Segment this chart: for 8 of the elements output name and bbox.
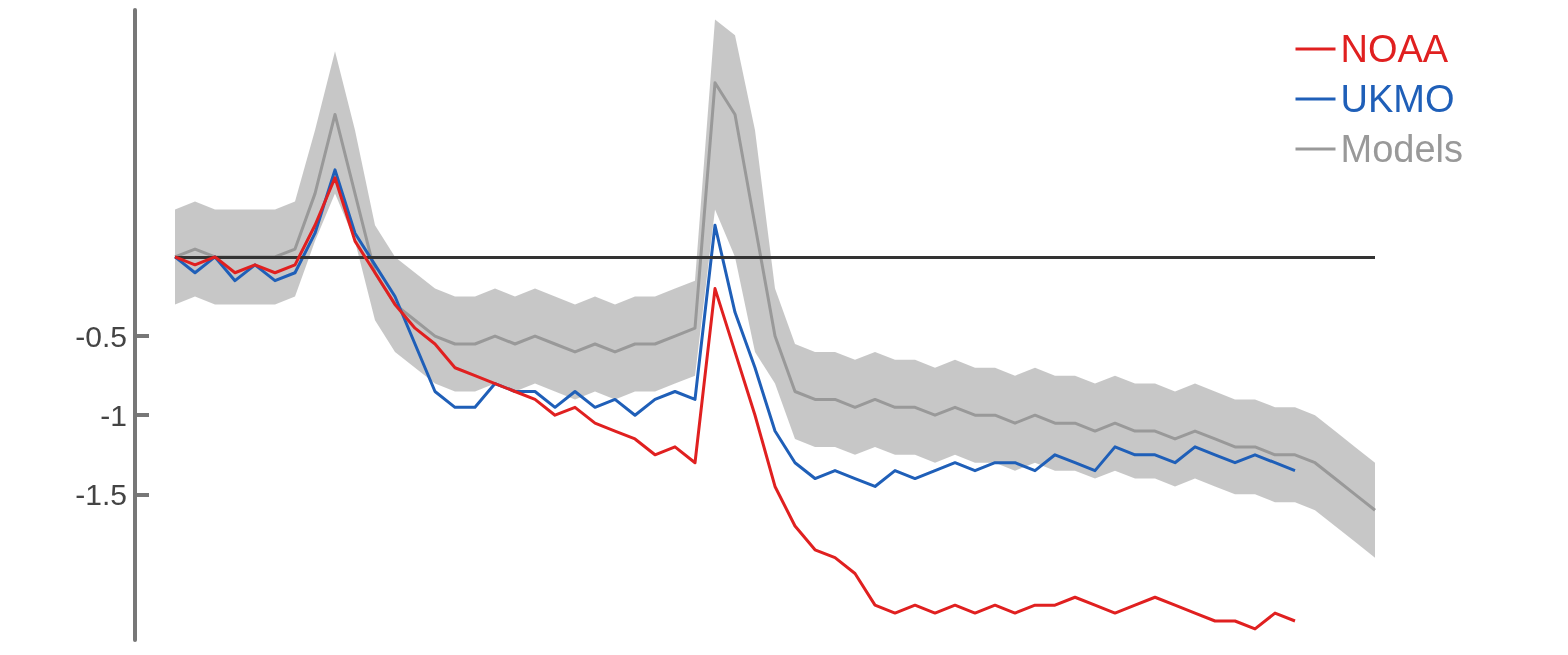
line-series — [173, 176, 1297, 631]
legend-label: UKMO — [1340, 78, 1455, 120]
y-tick-label: -0.5 — [75, 319, 127, 353]
y-tick-label: -1.5 — [75, 477, 127, 511]
line-series — [173, 168, 1297, 488]
y-tick-label: -1 — [100, 398, 127, 432]
legend-label: NOAA — [1340, 28, 1449, 70]
legend-label: Models — [1340, 128, 1463, 170]
